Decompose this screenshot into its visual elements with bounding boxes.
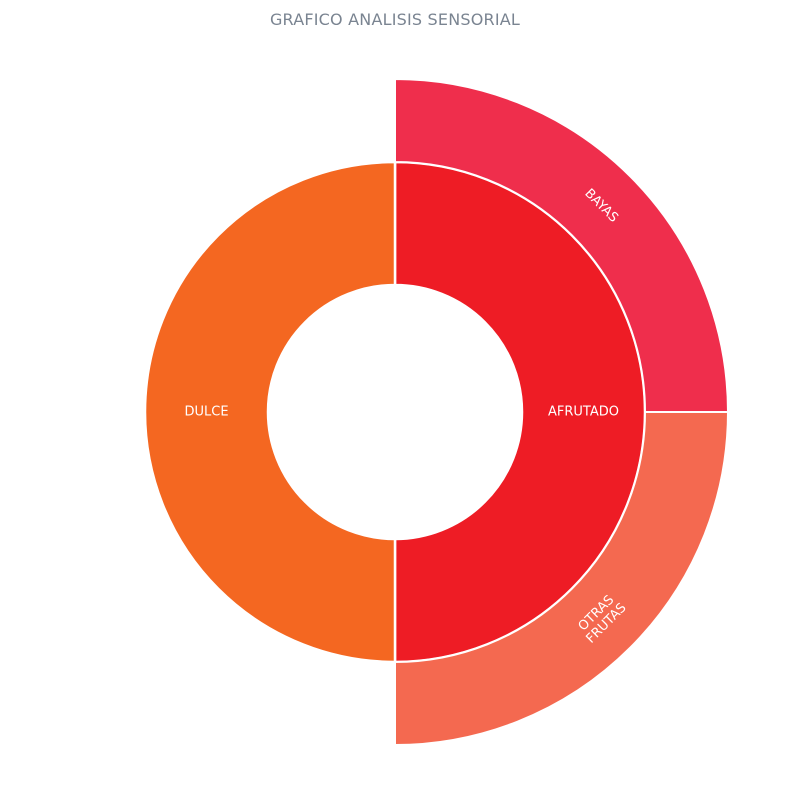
segments-layer bbox=[143, 77, 730, 747]
segment-otras[interactable] bbox=[394, 411, 730, 747]
label-dulce: DULCE bbox=[184, 405, 228, 420]
chart-title: GRAFICO ANALISIS SENSORIAL bbox=[269, 10, 521, 29]
segment-dulce[interactable] bbox=[143, 160, 397, 664]
label-afrutado: AFRUTADO bbox=[548, 405, 619, 420]
segment-bayas[interactable] bbox=[394, 77, 730, 413]
